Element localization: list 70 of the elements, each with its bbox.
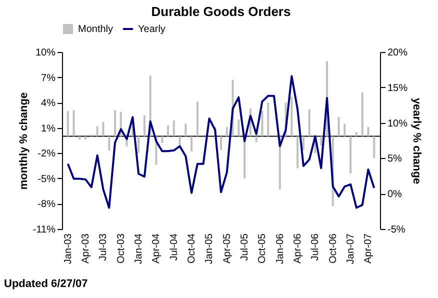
y2-tick-label: 20% [388, 48, 408, 58]
y-tick-label: -5% [38, 174, 56, 185]
bar [373, 136, 376, 158]
bar [114, 110, 116, 136]
bar [96, 126, 98, 136]
bar [190, 136, 193, 152]
bar [338, 116, 340, 136]
bar [355, 132, 358, 136]
bar [72, 110, 75, 136]
chart-title: Durable Goods Orders [151, 4, 291, 19]
y-tick-label: -8% [38, 199, 56, 210]
bar [302, 136, 304, 150]
bar [184, 124, 187, 136]
y2-tick-label: 10% [388, 118, 408, 130]
x-tick-label: Oct-03 [116, 233, 127, 264]
x-tick-label: Jul-05 [240, 233, 251, 261]
bar [161, 136, 164, 144]
y-tick-label: 1% [41, 123, 56, 134]
x-tick-label: Jul-03 [98, 233, 110, 261]
bar [308, 109, 310, 136]
bar [367, 127, 370, 136]
bar [238, 119, 240, 136]
bar [290, 96, 293, 136]
bar [108, 136, 110, 151]
y2-axis-title: yearly % change [410, 98, 423, 184]
y2-tick-label: 0% [388, 189, 402, 200]
bar [320, 136, 322, 146]
x-tick-label: Apr-06 [292, 233, 304, 264]
y2-tick-label: 15% [388, 82, 408, 94]
bar [143, 115, 146, 136]
y-tick-label: 10% [35, 48, 56, 58]
x-tick-label: Apr-04 [151, 233, 162, 264]
bar [261, 111, 264, 136]
bar [167, 125, 169, 136]
bar [350, 136, 352, 174]
x-tick-label: Apr-03 [80, 233, 92, 264]
y-tick-label: 7% [41, 72, 56, 84]
text: Updated 6/27/07 [4, 278, 88, 290]
bar [361, 92, 364, 136]
x-tick-label: Jan-04 [134, 233, 145, 264]
legend-label: Yearly [138, 24, 166, 35]
y-tick-label: -2% [38, 148, 56, 160]
bar [172, 120, 175, 136]
bar [344, 124, 346, 136]
x-tick-label: Jan-06 [274, 233, 286, 264]
y-tick-label: 4% [41, 98, 56, 110]
x-tick-label: Jan-07 [346, 233, 357, 264]
bar [138, 136, 140, 154]
x-tick-label: Apr-05 [222, 233, 233, 264]
x-tick-label: Jul-04 [168, 233, 180, 261]
bar [196, 102, 198, 136]
x-tick-label: Jul-06 [310, 233, 322, 261]
legend-label: Monthly [78, 24, 114, 35]
line-series [66, 75, 376, 209]
x-tick-label: Oct-04 [186, 233, 198, 264]
bar [66, 111, 69, 136]
y-tick-label: -11% [32, 224, 56, 236]
x-tick-label: Apr-07 [363, 233, 374, 264]
x-tick-label: Jan-05 [204, 233, 216, 264]
bar [226, 127, 228, 136]
x-tick-label: Oct-05 [257, 233, 268, 264]
bar [296, 136, 299, 168]
x-tick-label: Jan-03 [62, 233, 74, 264]
y2-tick-label: 5% [388, 154, 402, 165]
bar [102, 122, 104, 136]
x-tick-label: Oct-06 [328, 233, 339, 264]
bar [267, 102, 270, 136]
bar [220, 136, 222, 150]
y-axis-title: monthly % change [18, 92, 30, 190]
y2-tick-label: -5% [388, 224, 406, 236]
